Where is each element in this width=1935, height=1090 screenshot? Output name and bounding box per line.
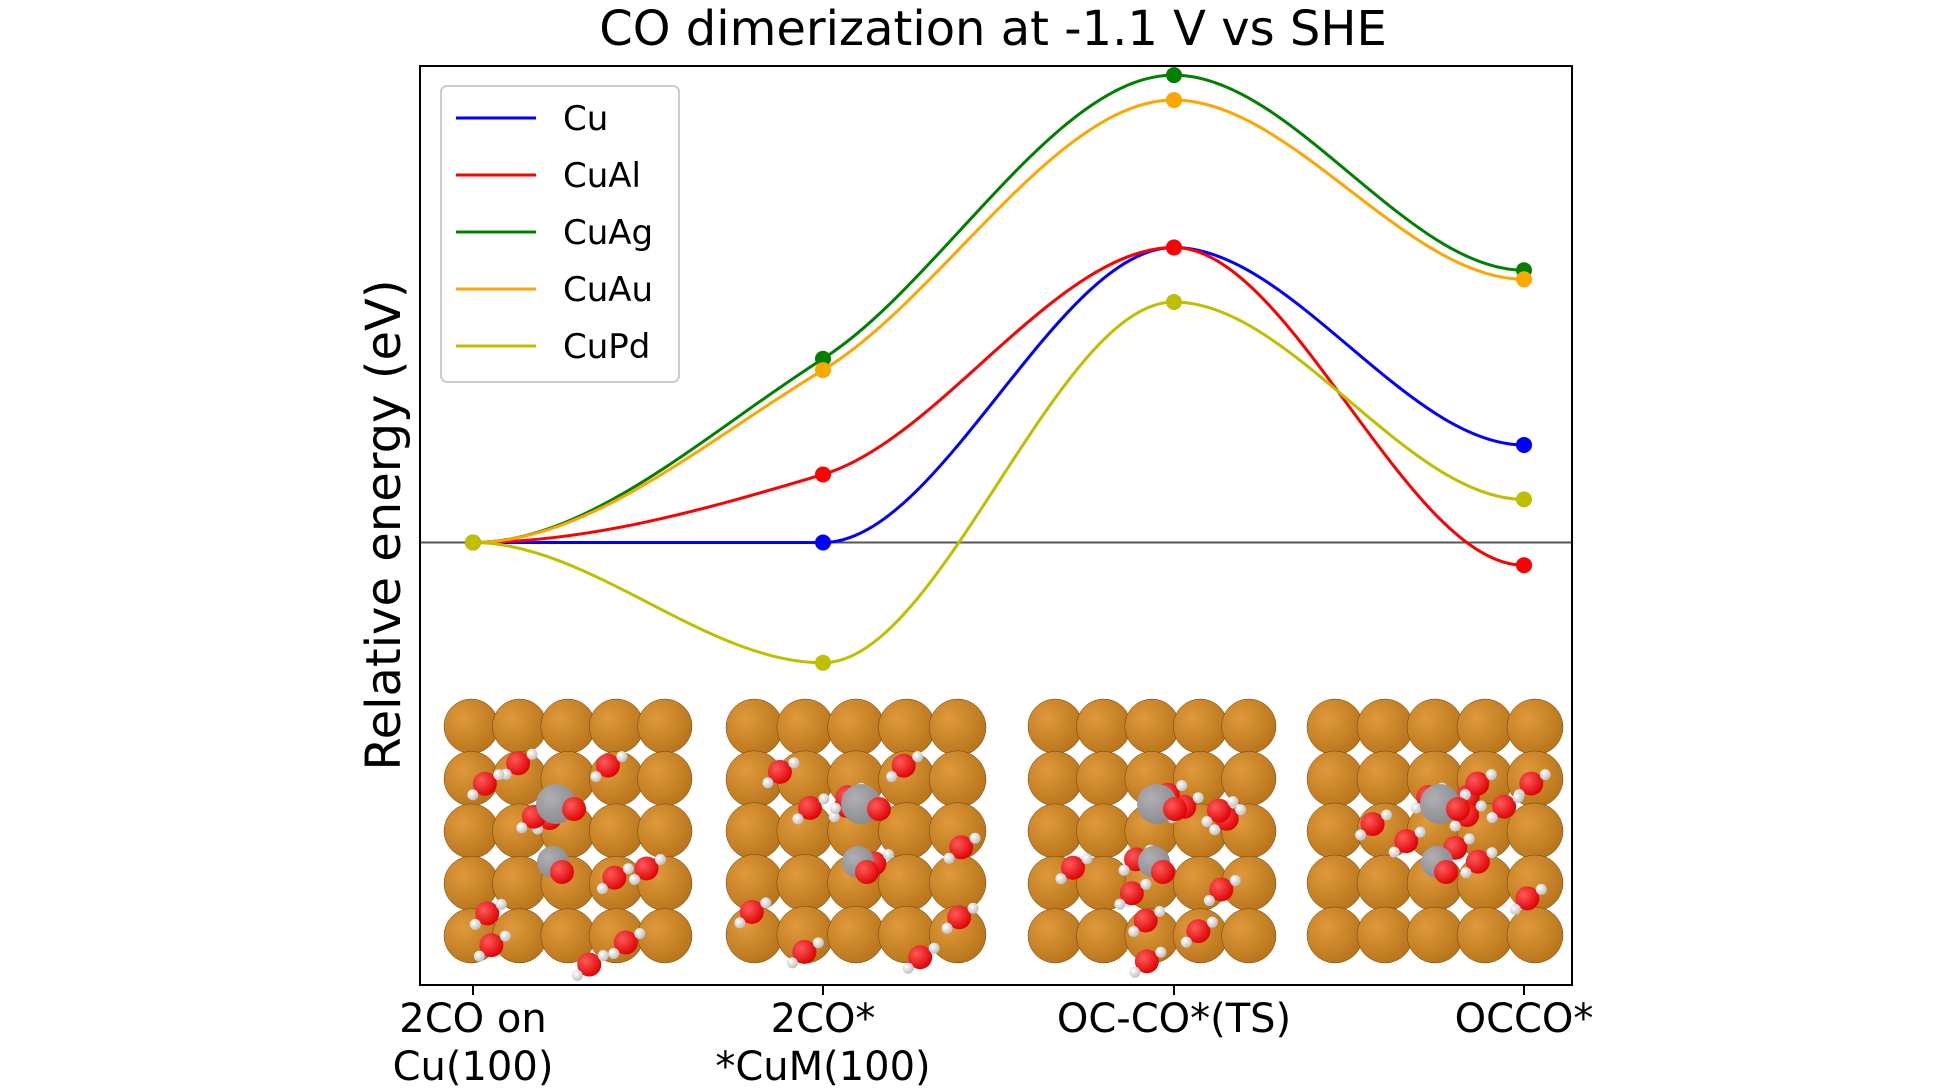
- legend: Cu CuAl CuAg CuAu CuPd: [440, 85, 680, 383]
- legend-label-cu: Cu: [563, 99, 608, 139]
- x-tick-label: Cu(100): [393, 1044, 554, 1090]
- data-point-cuau-1: [815, 362, 831, 379]
- x-tick-label: OC-CO*(TS): [1057, 996, 1291, 1042]
- data-point-cupd-0: [465, 534, 481, 551]
- data-point-cuau-2: [1166, 92, 1182, 109]
- data-point-cupd-2: [1166, 293, 1182, 310]
- data-point-cual-2: [1166, 239, 1182, 256]
- data-point-cupd-1: [815, 654, 831, 671]
- data-point-cual-3: [1516, 557, 1532, 574]
- series-line-cu: [473, 246, 1525, 545]
- x-tick-label: *CuM(100): [715, 1044, 930, 1090]
- surface-structure-icon: [443, 698, 693, 982]
- legend-label-cuau: CuAu: [563, 270, 653, 310]
- plot-frame: [419, 65, 1573, 986]
- legend-label-cupd: CuPd: [563, 327, 650, 367]
- legend-label-cual: CuAl: [563, 156, 641, 196]
- x-tick-label: OCCO*: [1455, 996, 1594, 1042]
- points-layer: [465, 67, 1532, 671]
- structures-layer: [443, 698, 1564, 982]
- series-line-cuag: [472, 73, 1525, 545]
- surface-structure-icon: [1027, 698, 1277, 978]
- data-point-cuag-1: [815, 350, 831, 367]
- lines-layer: [420, 73, 1572, 665]
- legend-box: [440, 85, 680, 383]
- data-point-cuag-2: [1166, 67, 1182, 84]
- data-point-cu-3: [1516, 436, 1532, 453]
- legend-label-cuag: CuAg: [563, 213, 653, 253]
- data-point-cual-1: [815, 466, 831, 483]
- data-point-cupd-3: [1516, 491, 1532, 508]
- x-tick-label: 2CO*: [771, 996, 876, 1042]
- series-line-cuau: [472, 98, 1525, 545]
- surface-structure-icon: [725, 698, 987, 974]
- y-axis-label: Relative energy (eV): [356, 279, 412, 770]
- x-tick-label: 2CO on: [399, 996, 546, 1042]
- surface-structure-icon: [1306, 698, 1564, 964]
- data-point-cuau-3: [1516, 271, 1532, 288]
- chart-title: CO dimerization at -1.1 V vs SHE: [599, 1, 1387, 57]
- series-line-cual: [472, 246, 1525, 567]
- data-point-cu-1: [815, 534, 831, 551]
- series-line-cupd: [472, 300, 1525, 665]
